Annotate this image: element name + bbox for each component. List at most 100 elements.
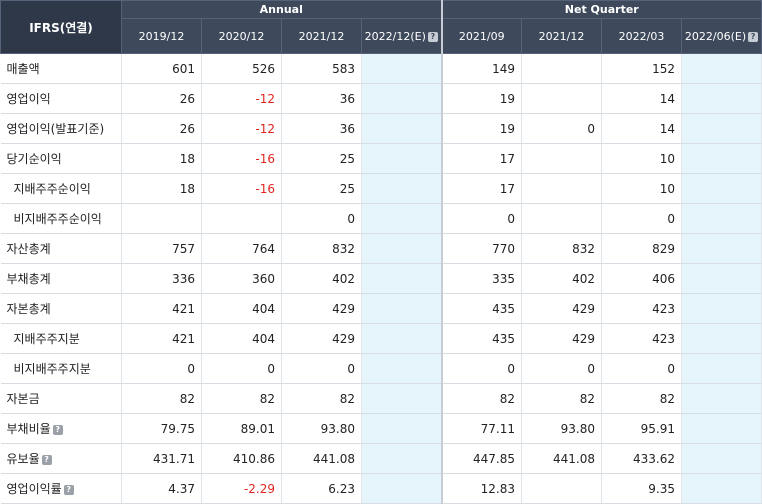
column-header-label: 2019/12 — [138, 29, 185, 43]
table-cell: 4.37 — [121, 473, 202, 504]
table-row: 자본총계 421 404 429 435 429 423 — [0, 293, 762, 324]
table-cell — [361, 413, 443, 444]
row-label: 비지배주주순이익 — [0, 203, 122, 234]
table-cell: 93.80 — [281, 413, 362, 444]
table-cell: 14 — [601, 113, 683, 144]
row-label: 영업이익(발표기준) — [0, 113, 122, 144]
table-cell — [361, 263, 443, 294]
table-cell — [681, 413, 762, 444]
table-cell: 441.08 — [521, 443, 603, 474]
table-row: 자본금 82 82 82 82 82 82 — [0, 383, 762, 414]
table-cell: 336 — [121, 263, 202, 294]
table-cell: 10 — [601, 173, 683, 204]
table-cell: 25 — [281, 143, 362, 174]
table-cell: 431.71 — [121, 443, 202, 474]
column-header-label: 2022/12(E) — [364, 29, 426, 43]
table-cell: -16 — [201, 173, 282, 204]
net-quarter-group-header: Net Quarter — [440, 0, 762, 19]
table-cell: 433.62 — [601, 443, 683, 474]
table-cell — [361, 173, 443, 204]
table-cell: 526 — [201, 53, 282, 84]
table-cell: 14 — [601, 83, 683, 114]
row-label-text: 부채총계 — [6, 272, 51, 286]
table-cell — [681, 53, 762, 84]
table-cell — [681, 203, 762, 234]
column-header-4: 2021/09 — [440, 18, 523, 54]
row-label-text: 비지배주주순이익 — [13, 212, 102, 226]
table-cell: -2.29 — [201, 473, 282, 504]
table-cell: 429 — [521, 293, 603, 324]
row-label: 지배주주순이익 — [0, 173, 122, 204]
table-cell: 18 — [121, 143, 202, 174]
table-cell: 93.80 — [521, 413, 603, 444]
table-cell — [361, 83, 443, 114]
table-cell: 36 — [281, 83, 362, 114]
table-cell — [361, 353, 443, 384]
column-header-0: 2019/12 — [121, 18, 202, 54]
row-label-text: 유보율 — [6, 452, 40, 466]
column-header-3: 2022/12(E)? — [360, 18, 443, 54]
row-label-text: 자산총계 — [6, 242, 51, 256]
table-cell: 0 — [440, 203, 523, 234]
row-label-text: 영업이익(발표기준) — [6, 122, 105, 136]
table-cell: 152 — [601, 53, 683, 84]
row-label-text: 당기순이익 — [6, 152, 62, 166]
table-cell — [361, 323, 443, 354]
table-cell: 447.85 — [440, 443, 523, 474]
table-cell: 583 — [281, 53, 362, 84]
table-row: 유보율? 431.71 410.86 441.08 447.85 441.08 433.62 — [0, 443, 762, 474]
table-cell — [361, 113, 443, 144]
table-cell: 0 — [601, 203, 683, 234]
corner-label: IFRS(연결) — [0, 0, 122, 54]
table-cell: 429 — [281, 323, 362, 354]
table-cell: 0 — [281, 353, 362, 384]
help-icon[interactable]: ? — [41, 455, 52, 465]
table-cell — [681, 83, 762, 114]
table-cell: 0 — [521, 113, 603, 144]
table-cell: 360 — [201, 263, 282, 294]
table-cell: 19 — [440, 83, 523, 114]
table-cell: 82 — [440, 383, 523, 414]
table-cell: 832 — [281, 233, 362, 264]
table-cell — [361, 443, 443, 474]
table-cell: 0 — [521, 353, 603, 384]
table-row: 지배주주순이익 18 -16 25 17 10 — [0, 173, 762, 204]
table-row: 영업이익(발표기준) 26 -12 36 19 0 14 — [0, 113, 762, 144]
table-cell: 832 — [521, 233, 603, 264]
table-cell — [681, 263, 762, 294]
table-cell — [201, 203, 282, 234]
table-cell: 0 — [201, 353, 282, 384]
table-cell: 764 — [201, 233, 282, 264]
help-icon[interactable]: ? — [427, 31, 438, 42]
table-cell: 829 — [601, 233, 683, 264]
table-cell: 82 — [281, 383, 362, 414]
table-cell: 19 — [440, 113, 523, 144]
table-cell: 82 — [521, 383, 603, 414]
column-header-2: 2021/12 — [281, 18, 362, 54]
table-cell — [361, 473, 443, 504]
table-cell — [361, 383, 443, 414]
column-header-label: 2022/06(E) — [684, 29, 747, 43]
help-icon[interactable]: ? — [52, 425, 63, 435]
table-cell: 423 — [601, 323, 683, 354]
table-cell: 26 — [121, 83, 202, 114]
table-cell — [361, 203, 443, 234]
table-cell: 26 — [121, 113, 202, 144]
column-header-6: 2022/03 — [601, 18, 683, 54]
table-cell: 410.86 — [201, 443, 282, 474]
table-cell: 0 — [281, 203, 362, 234]
table-cell — [681, 473, 762, 504]
table-row: 자산총계 757 764 832 770 832 829 — [0, 233, 762, 264]
table-cell: 402 — [281, 263, 362, 294]
table-cell: 0 — [440, 353, 523, 384]
table-row: 당기순이익 18 -16 25 17 10 — [0, 143, 762, 174]
table-cell: -16 — [201, 143, 282, 174]
row-label: 부채총계 — [0, 263, 122, 294]
table-cell: 17 — [440, 173, 523, 204]
table-cell: 10 — [601, 143, 683, 174]
help-icon[interactable]: ? — [63, 485, 74, 495]
help-icon[interactable]: ? — [748, 31, 759, 42]
table-row: 매출액 601 526 583 149 152 — [0, 53, 762, 84]
table-cell — [361, 233, 443, 264]
